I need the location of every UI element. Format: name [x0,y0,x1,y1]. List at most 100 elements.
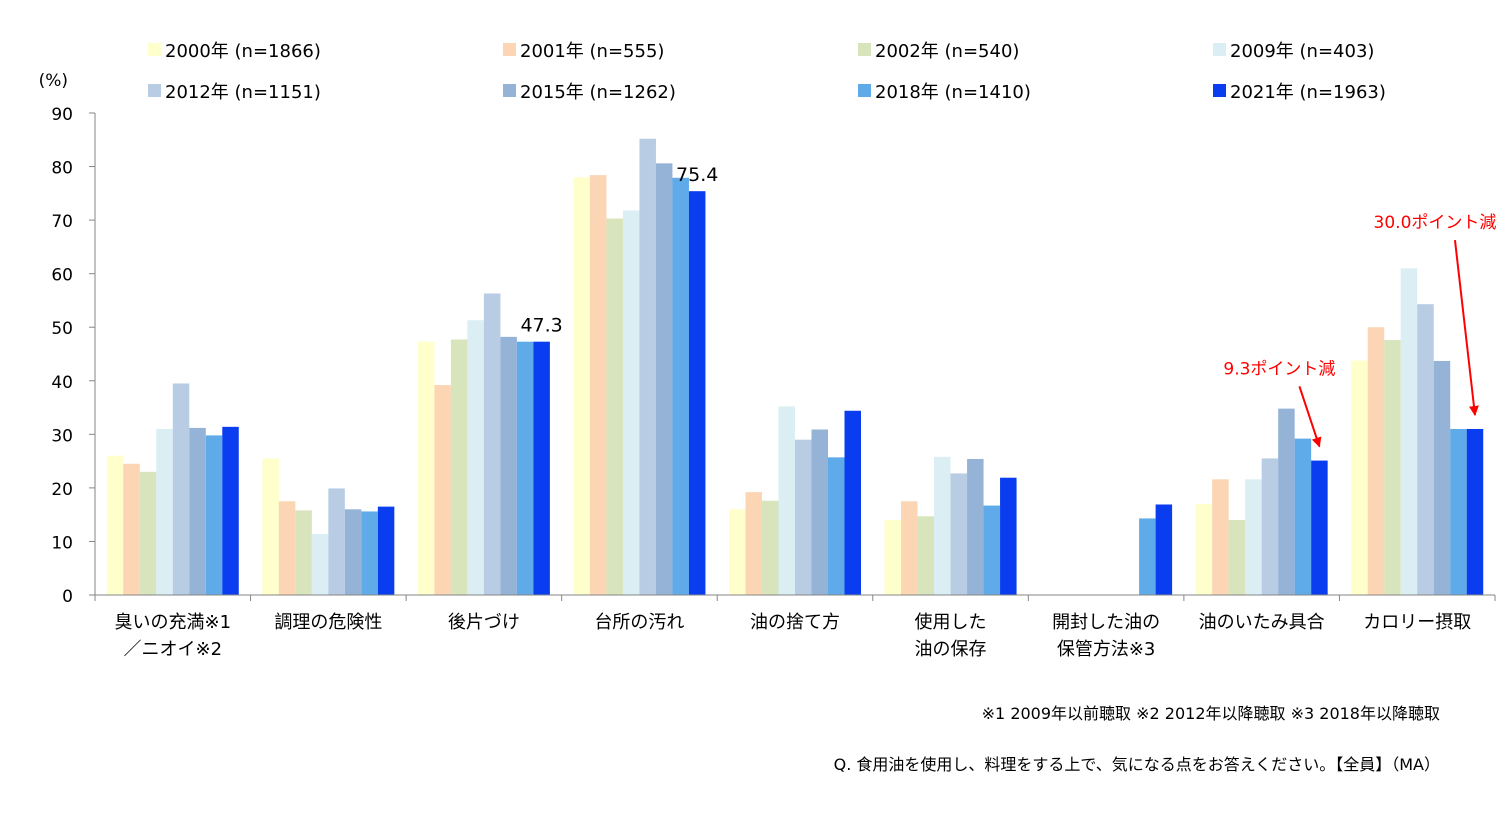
y-tick-label: 80 [51,159,73,179]
bar [295,510,312,595]
bar [1278,408,1295,595]
bar [950,473,968,595]
legend-item: 2021年 (n=1963) [1230,82,1386,103]
bar [262,458,279,595]
bar [811,429,828,595]
footnote: ※1 2009年以前聴取 ※2 2012年以降聴取 ※3 2018年以降聴取 [981,704,1440,723]
bar [622,210,640,595]
y-tick-label: 70 [51,212,73,232]
question-note: Q. 食用油を使用し、料理をする上で、気になる点をお答えください。【全員】（MA… [833,755,1440,774]
x-tick-label: 保管方法※3 [1057,639,1156,660]
legend-swatch [858,84,871,97]
legend-swatch [1213,84,1226,97]
bar [278,501,296,595]
y-tick-label: 90 [51,105,73,125]
bar [884,520,902,595]
bar [729,509,746,595]
bar [1228,520,1246,595]
bar [1433,360,1451,595]
y-axis: 0 10 20 30 40 50 60 70 80 90 [51,105,96,607]
y-tick-label: 0 [62,587,73,607]
annotation-arrow [1298,386,1322,448]
x-tick-label: 臭いの充満※1 [115,612,232,633]
bar [1261,458,1279,595]
legend-item: 2009年 (n=403) [1230,41,1374,62]
bar [1450,428,1467,595]
y-tick-label: 30 [51,426,73,446]
bar [1384,340,1401,595]
bar [655,163,673,595]
bar [189,427,206,595]
bar [483,293,501,595]
bar [778,406,795,595]
y-axis-unit-label: (%) [39,71,68,91]
bar [139,471,157,595]
bar [1212,479,1229,595]
bar [1351,360,1368,595]
bar [344,509,362,595]
bar [311,533,329,595]
bar [934,456,951,595]
bar [361,511,378,595]
bar [123,463,140,595]
bar [828,457,845,595]
legend-item: 2000年 (n=1866) [165,41,321,62]
x-tick-label: 油のいたみ具合 [1199,612,1325,633]
bar [1417,304,1434,595]
y-tick-label: 50 [51,319,73,339]
y-tick-label: 10 [51,533,73,553]
x-tick-label: カロリー摂取 [1363,612,1471,633]
bar [417,341,435,595]
bar [172,383,190,595]
bar [573,177,590,595]
bar [205,435,223,595]
legend-item: 2002年 (n=540) [875,41,1019,62]
legend-item: 2001年 (n=555) [520,41,664,62]
bar [328,488,345,595]
bar [1000,477,1017,595]
bar [106,455,124,595]
data-label: 75.4 [676,164,718,186]
bar [1195,503,1213,595]
y-tick-label: 60 [51,266,73,286]
bar [901,501,918,595]
legend-swatch [858,43,871,56]
legend-item: 2015年 (n=1262) [520,82,676,103]
x-tick-label: 後片づけ [448,612,520,633]
x-tick-label: 油の保存 [915,639,987,660]
x-tick-label: ／ニオイ※2 [124,639,223,660]
bar [500,336,517,595]
bar [156,428,173,595]
data-labels: 47.3 75.4 [520,164,718,336]
x-tick-label: 台所の汚れ [594,612,684,633]
data-label: 47.3 [520,315,562,337]
bar [745,492,762,595]
bar [467,320,484,595]
bar [1367,327,1385,595]
legend-swatch [503,43,516,56]
bar [967,458,984,595]
bar [377,506,395,595]
y-tick-label: 40 [51,373,73,393]
bar [1245,479,1262,595]
bar [917,516,935,595]
bar [1400,268,1418,595]
bar [762,500,779,595]
bars [106,138,1484,596]
bar [589,175,607,595]
bar [672,177,689,595]
bar [1139,518,1156,595]
x-tick-label: 開封した油の [1052,612,1160,633]
bar [639,138,656,595]
x-tick-label: 調理の危険性 [274,612,382,633]
bar [533,341,550,595]
bar [688,191,706,596]
annotation-text: 30.0ポイント減 [1374,213,1497,233]
bar [1466,428,1484,595]
x-tick-label: 油の捨て方 [750,612,840,633]
annotation-text: 9.3ポイント減 [1223,359,1335,379]
annotations: 9.3ポイント減 30.0ポイント減 [1223,213,1497,448]
bar [1155,504,1173,595]
legend-item: 2018年 (n=1410) [875,82,1031,103]
